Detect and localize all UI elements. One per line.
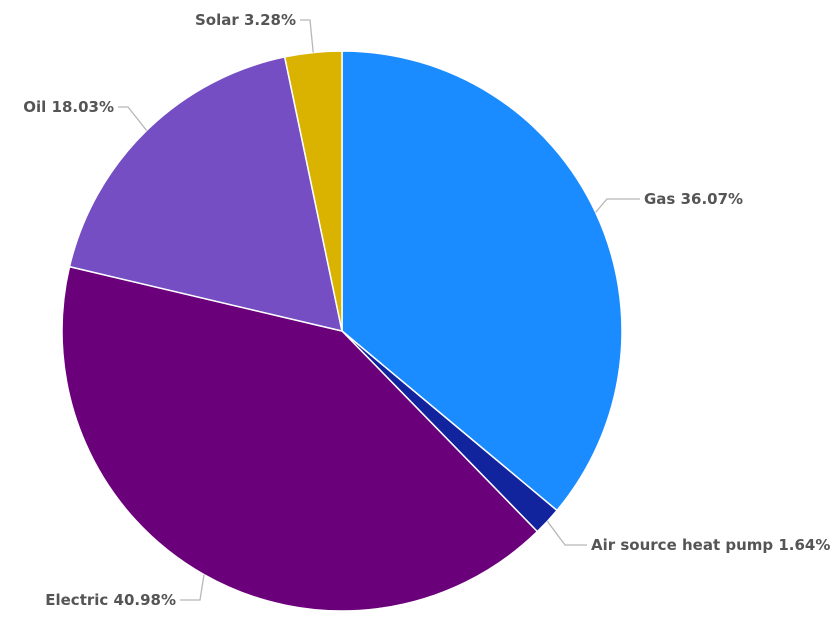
pie-slice-oil[interactable] [68,56,343,333]
leader-line-gas [595,198,640,213]
labels-layer: Gas 36.07% Air source heat pump 1.64% Elec… [23,11,830,609]
data-label-oil: Oil 18.03% [23,98,114,116]
leader-line-oil [118,106,148,131]
leader-line-air-source-heat-pump [546,520,587,546]
leader-line-electric [180,574,205,601]
slices-layer [61,50,623,612]
data-label-air-source-heat-pump: Air source heat pump 1.64% [591,536,830,554]
pie-slice-electric[interactable] [61,265,539,612]
data-label-electric: Electric 40.98% [45,591,176,609]
data-label-solar: Solar 3.28% [195,11,296,29]
leaders-layer [118,19,640,601]
data-label-gas: Gas 36.07% [644,190,743,208]
leader-line-solar [300,19,314,53]
pie-slice-solar[interactable] [283,50,343,332]
pie-slice-gas[interactable] [341,50,623,512]
